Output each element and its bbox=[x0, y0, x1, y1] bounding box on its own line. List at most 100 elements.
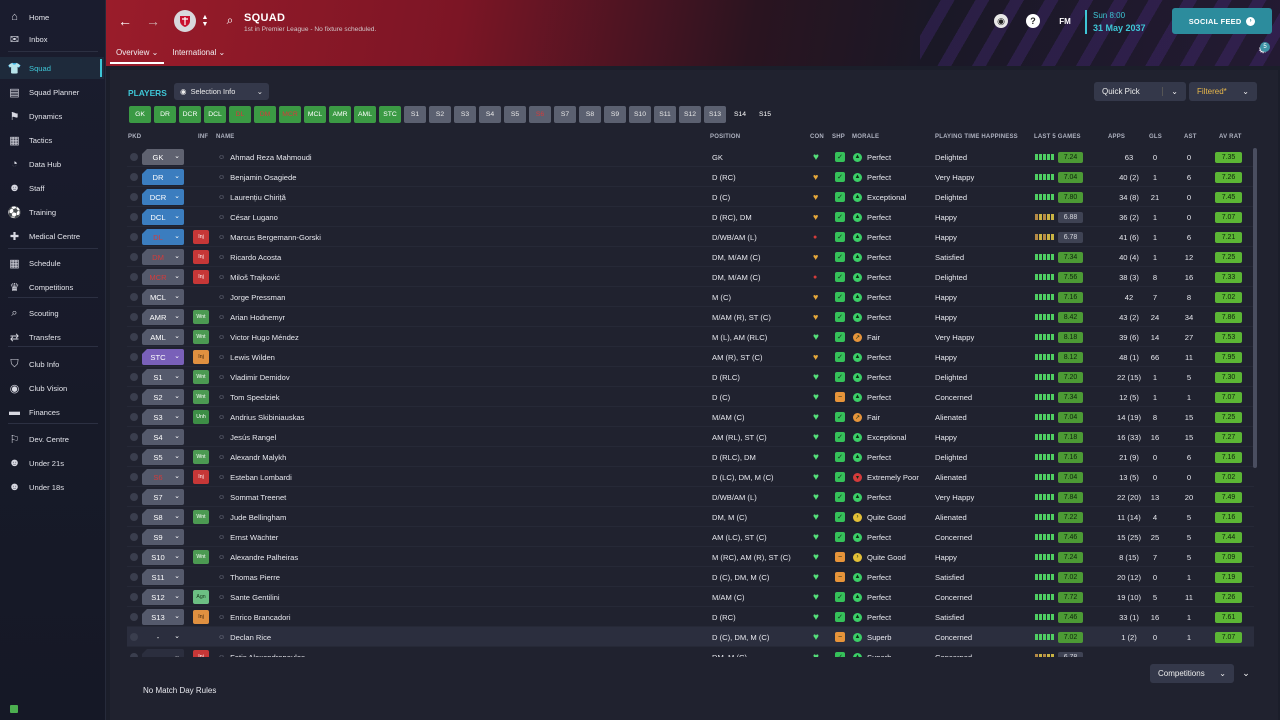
position-selector[interactable]: S1 ⌄ bbox=[142, 369, 184, 385]
player-name[interactable]: ☺ Declan Rice bbox=[218, 627, 271, 647]
club-switch-icon[interactable]: ▲ ▼ bbox=[201, 14, 209, 28]
picked-indicator[interactable] bbox=[130, 653, 138, 657]
picked-indicator[interactable] bbox=[130, 153, 138, 161]
sidebar-item-club-vision[interactable]: ◉ Club Vision bbox=[0, 377, 104, 399]
col-condition[interactable]: CON bbox=[810, 134, 824, 140]
player-name[interactable]: ☺ Jude Bellingham bbox=[218, 507, 286, 527]
info-badge[interactable]: Inj bbox=[193, 230, 209, 244]
sidebar-item-finances[interactable]: ▬ Finances bbox=[0, 401, 104, 423]
position-selector[interactable]: S11 ⌄ bbox=[142, 569, 184, 585]
table-row[interactable]: S12 ⌄ Agn ☺ Sante Gentilini M/AM (C) ♥ ✓ ▲ Perfec… bbox=[127, 587, 1254, 607]
info-badge[interactable]: Inj bbox=[193, 270, 209, 284]
player-name[interactable]: ☺ Victor Hugo Méndez bbox=[218, 327, 299, 347]
picked-indicator[interactable] bbox=[130, 453, 138, 461]
player-name[interactable]: ☺ Fotis Alexandropoulos bbox=[218, 647, 305, 658]
tab-international[interactable]: International ⌄ bbox=[172, 48, 226, 57]
sidebar-item-squad[interactable]: 👕 Squad bbox=[0, 57, 104, 79]
selection-info-dropdown[interactable]: ◉ Selection Info ⌄ bbox=[174, 83, 269, 100]
info-badge[interactable]: Wnt bbox=[193, 310, 209, 324]
sidebar-item-transfers[interactable]: ⇄ Transfers bbox=[0, 326, 104, 348]
player-name[interactable]: ☺ Jesús Rangel bbox=[218, 427, 276, 447]
info-badge[interactable]: Inj bbox=[193, 650, 209, 657]
picked-indicator[interactable] bbox=[130, 233, 138, 241]
table-row[interactable]: MCR ⌄ Inj ☺ Miloš Trajković DM, M/AM (C) ● ✓ ▲ Pe… bbox=[127, 267, 1254, 287]
position-selector[interactable]: S6 ⌄ bbox=[142, 469, 184, 485]
sidebar-item-schedule[interactable]: ▦ Schedule bbox=[0, 252, 104, 274]
col-avrat[interactable]: AV RAT bbox=[1219, 134, 1242, 140]
picked-indicator[interactable] bbox=[130, 293, 138, 301]
player-name[interactable]: ☺ Laurențiu Chiriță bbox=[218, 187, 286, 207]
position-selector[interactable]: S3 ⌄ bbox=[142, 409, 184, 425]
info-badge[interactable]: Inj bbox=[193, 250, 209, 264]
position-filter-mcr[interactable]: MCR bbox=[279, 106, 301, 123]
picked-indicator[interactable] bbox=[130, 533, 138, 541]
picked-indicator[interactable] bbox=[130, 473, 138, 481]
position-filter-s6[interactable]: S6 bbox=[529, 106, 551, 123]
sidebar-item-under-21s[interactable]: ☻ Under 21s bbox=[0, 452, 104, 474]
col-position[interactable]: POSITION bbox=[710, 134, 741, 140]
position-selector[interactable]: S9 ⌄ bbox=[142, 529, 184, 545]
table-row[interactable]: S8 ⌄ Wnt ☺ Jude Bellingham DM, M (C) ♥ ✓ › Quite … bbox=[127, 507, 1254, 527]
position-selector[interactable]: DL ⌄ bbox=[142, 229, 184, 245]
info-badge[interactable]: Wnt bbox=[193, 550, 209, 564]
position-filter-s2[interactable]: S2 bbox=[429, 106, 451, 123]
picked-indicator[interactable] bbox=[130, 513, 138, 521]
sidebar-item-tactics[interactable]: ▦ Tactics bbox=[0, 129, 104, 151]
player-name[interactable]: ☺ Ricardo Acosta bbox=[218, 247, 281, 267]
club-crest-icon[interactable] bbox=[174, 10, 196, 32]
sidebar-item-staff[interactable]: ☻ Staff bbox=[0, 177, 104, 199]
sidebar-item-scouting[interactable]: ⌕ Scouting bbox=[0, 302, 104, 324]
sidebar-item-training[interactable]: ⚽ Training bbox=[0, 201, 104, 223]
back-icon[interactable]: ← bbox=[118, 13, 132, 29]
table-row[interactable]: DCL ⌄ ☺ César Lugano D (RC), DM ♥ ✓ ▲ Perfect Hap… bbox=[127, 207, 1254, 227]
picked-indicator[interactable] bbox=[130, 633, 138, 641]
info-badge[interactable]: Wnt bbox=[193, 370, 209, 384]
position-filter-dl[interactable]: DL bbox=[229, 106, 251, 123]
position-filter-s9[interactable]: S9 bbox=[604, 106, 626, 123]
info-badge[interactable]: Wnt bbox=[193, 510, 209, 524]
sidebar-item-under-18s[interactable]: ☻ Under 18s bbox=[0, 476, 104, 498]
position-filter-dm[interactable]: DM bbox=[254, 106, 276, 123]
picked-indicator[interactable] bbox=[130, 173, 138, 181]
player-name[interactable]: ☺ Sommat Treenet bbox=[218, 487, 286, 507]
info-badge[interactable]: Wnt bbox=[193, 390, 209, 404]
position-selector[interactable]: S7 ⌄ bbox=[142, 489, 184, 505]
position-filter-mcl[interactable]: MCL bbox=[304, 106, 326, 123]
position-selector[interactable]: DM ⌄ bbox=[142, 249, 184, 265]
table-row[interactable]: S6 ⌄ Inj ☺ Esteban Lombardi D (LC), DM, M (C)… bbox=[127, 467, 1254, 487]
picked-indicator[interactable] bbox=[130, 393, 138, 401]
player-name[interactable]: ☺ Vladimir Demidov bbox=[218, 367, 290, 387]
table-row[interactable]: STC ⌄ Inj ☺ Lewis Wilden AM (R), ST (C) ♥ ✓ ▲ Per… bbox=[127, 347, 1254, 367]
sidebar-item-club-info[interactable]: ⛉ Club Info bbox=[0, 353, 104, 375]
picked-indicator[interactable] bbox=[130, 593, 138, 601]
position-selector[interactable]: MCR ⌄ bbox=[142, 269, 184, 285]
position-filter-dcr[interactable]: DCR bbox=[179, 106, 201, 123]
col-morale[interactable]: MORALE bbox=[852, 134, 880, 140]
position-filter-gk[interactable]: GK bbox=[129, 106, 151, 123]
position-filter-s14[interactable]: S14 bbox=[729, 106, 751, 123]
position-filter-s8[interactable]: S8 bbox=[579, 106, 601, 123]
picked-indicator[interactable] bbox=[130, 193, 138, 201]
position-selector[interactable]: AMR ⌄ bbox=[142, 309, 184, 325]
game-date[interactable]: Sun 8:00 31 May 2037 bbox=[1085, 10, 1146, 34]
player-name[interactable]: ☺ Jorge Pressman bbox=[218, 287, 285, 307]
player-name[interactable]: ☺ Tom Speelziek bbox=[218, 387, 280, 407]
sidebar-item-medical-centre[interactable]: ✚ Medical Centre bbox=[0, 225, 104, 247]
table-row[interactable]: S1 ⌄ Wnt ☺ Vladimir Demidov D (RLC) ♥ ✓ ▲ Perfect… bbox=[127, 367, 1254, 387]
table-row[interactable]: AML ⌄ Wnt ☺ Victor Hugo Méndez M (L), AM (RLC… bbox=[127, 327, 1254, 347]
picked-indicator[interactable] bbox=[130, 213, 138, 221]
info-badge[interactable]: Inj bbox=[193, 470, 209, 484]
player-name[interactable]: ☺ César Lugano bbox=[218, 207, 278, 227]
player-name[interactable]: ☺ Sante Gentilini bbox=[218, 587, 280, 607]
col-goals[interactable]: GLS bbox=[1149, 134, 1162, 140]
position-selector[interactable]: GK ⌄ bbox=[142, 149, 184, 165]
picked-indicator[interactable] bbox=[130, 613, 138, 621]
position-filter-dcl[interactable]: DCL bbox=[204, 106, 226, 123]
fm-menu-button[interactable]: FM bbox=[1059, 16, 1071, 26]
player-name[interactable]: ☺ Enrico Brancadori bbox=[218, 607, 291, 627]
position-selector[interactable]: STC ⌄ bbox=[142, 349, 184, 365]
sidebar-item-home[interactable]: ⌂ Home bbox=[0, 6, 104, 28]
col-happiness[interactable]: PLAYING TIME HAPPINESS bbox=[935, 134, 1018, 140]
social-feed-button[interactable]: SOCIAL FEED › bbox=[1172, 8, 1272, 34]
